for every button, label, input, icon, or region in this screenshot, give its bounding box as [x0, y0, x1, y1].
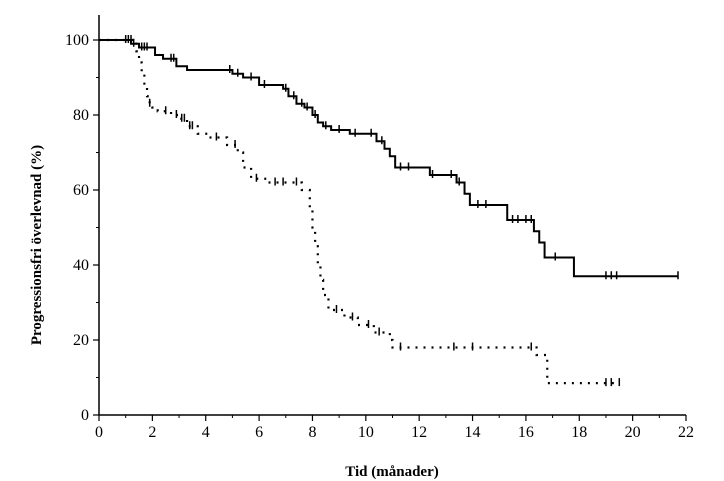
x-tick-label: 22: [678, 424, 694, 441]
y-tick-label: 20: [73, 332, 89, 349]
y-tick-label: 0: [81, 407, 89, 424]
x-tick-label: 10: [358, 424, 374, 441]
y-tick-label: 100: [65, 32, 89, 49]
x-tick-label: 18: [571, 424, 587, 441]
km-curve-solid: [99, 39, 678, 278]
x-tick-label: 8: [308, 424, 316, 441]
x-tick-label: 0: [95, 424, 103, 441]
chart-series: [99, 35, 679, 387]
x-tick-label: 4: [202, 424, 210, 441]
x-tick-label: 20: [625, 424, 641, 441]
x-tick-label: 12: [411, 424, 427, 441]
chart-axes: [98, 15, 686, 416]
km-curve-dotted: [99, 38, 620, 385]
y-tick-label: 40: [73, 257, 89, 274]
x-tick-label: 2: [148, 424, 156, 441]
x-tick-label: 16: [518, 424, 534, 441]
x-axis-title: Tid (månader): [345, 464, 438, 480]
x-tick-label: 14: [465, 424, 481, 441]
y-tick-label: 80: [73, 107, 89, 124]
y-tick-label: 60: [73, 182, 89, 199]
x-tick-label: 6: [255, 424, 263, 441]
chart-ticks: 0 2 4 6 8 10 12 14 16 18 20 22 0 20 40 60 80 100: [65, 32, 694, 441]
y-axis-title: Progressionsfri överlevnad (%): [29, 145, 45, 345]
